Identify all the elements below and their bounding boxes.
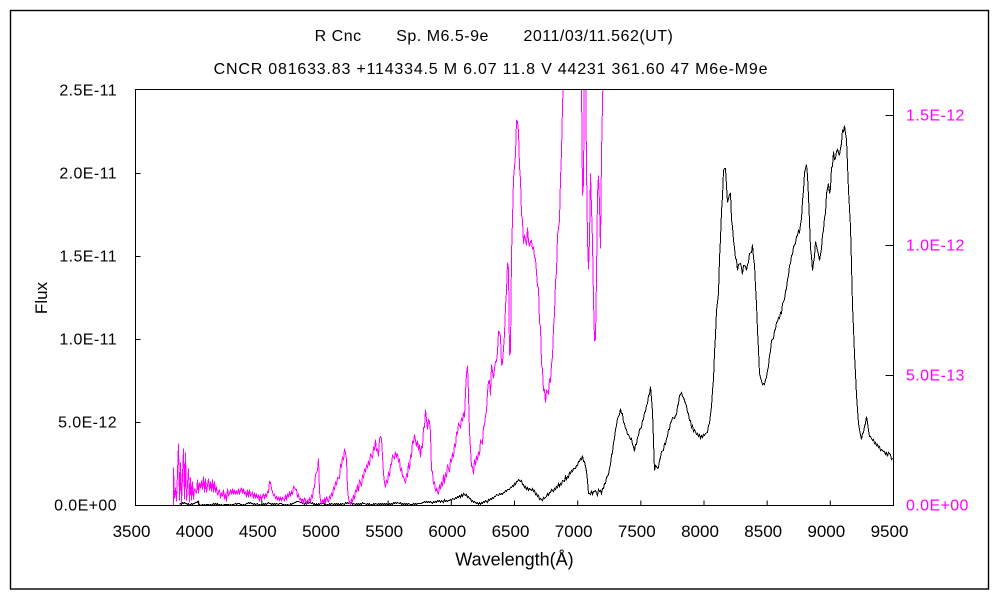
svg-text:Wavelength(Å): Wavelength(Å) [455, 550, 573, 570]
svg-text:0.0E+00: 0.0E+00 [54, 498, 117, 515]
svg-text:6500: 6500 [492, 522, 530, 541]
svg-text:R Cnc Sp. M6.5-9e: R Cnc Sp. M6.5-9e 2011/03/11.562(UT) [315, 28, 674, 45]
svg-text:1.5E-12: 1.5E-12 [906, 108, 965, 125]
svg-text:8000: 8000 [681, 522, 719, 541]
svg-text:6000: 6000 [428, 522, 466, 541]
svg-text:2.0E-11: 2.0E-11 [59, 166, 117, 183]
svg-text:9000: 9000 [807, 522, 845, 541]
svg-text:0.0E+00: 0.0E+00 [906, 498, 969, 515]
svg-text:Flux: Flux [32, 281, 51, 314]
svg-text:4500: 4500 [239, 522, 277, 541]
svg-text:5.0E-13: 5.0E-13 [906, 368, 965, 385]
svg-text:4000: 4000 [176, 522, 214, 541]
svg-text:5000: 5000 [302, 522, 340, 541]
svg-text:8500: 8500 [744, 522, 782, 541]
svg-text:5.0E-12: 5.0E-12 [58, 415, 117, 432]
svg-text:7000: 7000 [555, 522, 593, 541]
svg-text:7500: 7500 [618, 522, 656, 541]
svg-text:2.5E-11: 2.5E-11 [59, 83, 117, 100]
svg-text:5500: 5500 [365, 522, 403, 541]
svg-text:1.5E-11: 1.5E-11 [59, 249, 117, 266]
svg-text:1.0E-12: 1.0E-12 [906, 238, 965, 255]
svg-text:1.0E-11: 1.0E-11 [59, 332, 117, 349]
svg-text:CNCR 081633.83 +114334.5 M 6.0: CNCR 081633.83 +114334.5 M 6.07 11.8 V 4… [214, 61, 769, 78]
svg-text:3500: 3500 [113, 522, 151, 541]
svg-text:9500: 9500 [871, 522, 909, 541]
